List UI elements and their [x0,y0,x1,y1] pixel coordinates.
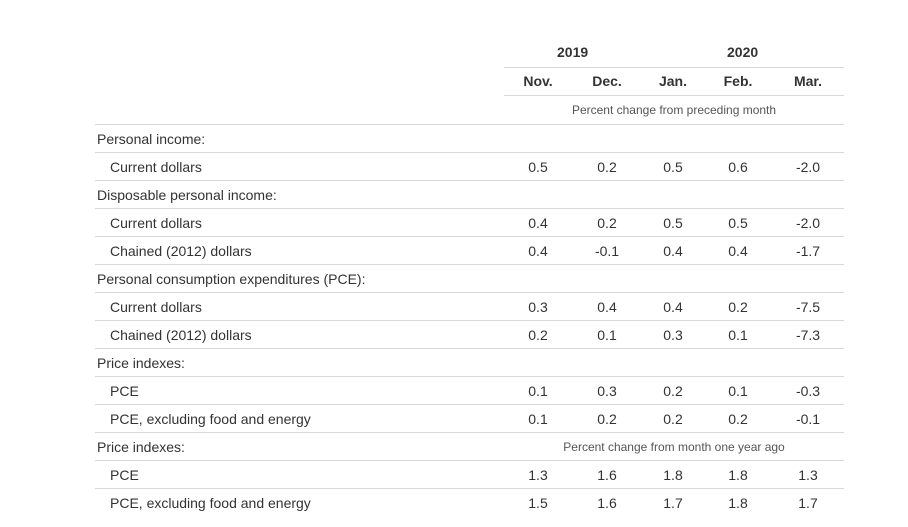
row-label: Current dollars [110,299,202,315]
value-cell: 0.2 [663,411,683,427]
value-cell: -0.1 [594,243,620,259]
section-label: Personal consumption expenditures (PCE): [97,271,366,287]
value-cell: 1.8 [728,495,748,511]
section-label: Personal income: [97,131,206,147]
value-cell: 0.6 [728,159,748,175]
value-cell: 0.2 [597,159,617,175]
header-divider [95,124,844,125]
value-cell: 0.4 [728,243,748,259]
row-divider [95,488,844,489]
value-cell: 0.3 [528,299,548,315]
row-label: Current dollars [110,159,202,175]
value-cell: 0.2 [597,411,617,427]
value-cell: -0.3 [795,383,821,399]
value-cell: 0.2 [597,215,617,231]
value-cell: 0.1 [528,411,548,427]
value-cell: -2.0 [795,215,821,231]
row-label: PCE, excluding food and energy [110,495,311,511]
row-label: Chained (2012) dollars [110,243,252,259]
value-cell: -2.0 [795,159,821,175]
row-divider [95,152,844,153]
value-cell: 1.8 [663,467,683,483]
value-cell: -1.7 [795,243,821,259]
section-label: Price indexes: [97,355,185,371]
row-label: Chained (2012) dollars [110,327,252,343]
row-divider [95,460,844,461]
row-divider [95,348,844,349]
header-divider [504,67,844,68]
value-cell: 0.4 [663,243,683,259]
row-label: PCE, excluding food and energy [110,411,311,427]
value-cell: 1.6 [597,495,617,511]
month-dec: Dec. [592,73,622,89]
month-nov: Nov. [523,73,553,89]
value-cell: 1.5 [528,495,548,511]
row-divider [95,292,844,293]
row-divider [95,236,844,237]
value-cell: 0.5 [663,215,683,231]
header-divider [504,95,844,96]
year-2020: 2020 [727,44,759,60]
value-cell: 0.3 [597,383,617,399]
value-cell: 0.5 [663,159,683,175]
row-divider [95,376,844,377]
value-cell: 0.4 [528,215,548,231]
row-label: PCE [110,467,139,483]
value-cell: 0.1 [528,383,548,399]
value-cell: 0.2 [528,327,548,343]
year-2019: 2019 [557,44,589,60]
row-divider [95,264,844,265]
value-cell: 0.4 [528,243,548,259]
value-cell: 1.7 [663,495,683,511]
value-cell: 1.3 [528,467,548,483]
row-divider [95,404,844,405]
month-jan: Jan. [658,73,687,89]
value-cell: 0.1 [728,327,748,343]
row-divider [95,180,844,181]
value-cell: -0.1 [795,411,821,427]
value-cell: -7.3 [795,327,821,343]
value-cell: 0.2 [728,411,748,427]
value-cell: 0.2 [663,383,683,399]
value-cell: 0.5 [528,159,548,175]
value-cell: 1.6 [597,467,617,483]
note-monthly-change: Percent change from preceding month [571,103,777,117]
value-cell: 0.1 [728,383,748,399]
month-mar: Mar. [793,73,822,89]
section-label: Disposable personal income: [97,187,277,203]
row-label: PCE [110,383,139,399]
value-cell: 0.3 [663,327,683,343]
value-cell: 0.2 [728,299,748,315]
row-label: Current dollars [110,215,202,231]
value-cell: 1.3 [798,467,818,483]
note-yearly-change: Percent change from month one year ago [563,440,785,454]
value-cell: 1.8 [728,467,748,483]
section-label: Price indexes: [97,439,185,455]
row-divider [95,432,844,433]
value-cell: -7.5 [795,299,821,315]
value-cell: 0.5 [728,215,748,231]
month-feb: Feb. [723,73,753,89]
value-cell: 0.4 [597,299,617,315]
row-divider [95,208,844,209]
value-cell: 1.7 [798,495,818,511]
value-cell: 0.4 [663,299,683,315]
row-divider [95,320,844,321]
value-cell: 0.1 [597,327,617,343]
